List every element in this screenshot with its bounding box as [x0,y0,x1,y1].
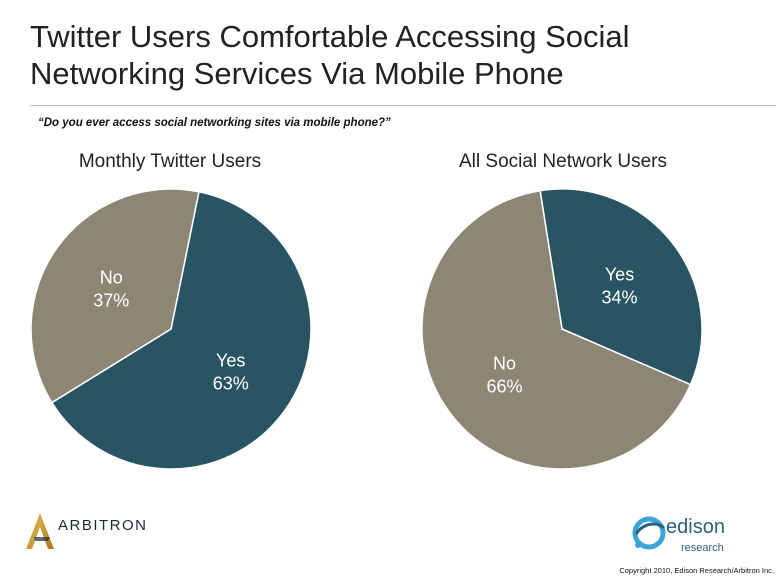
pie1-label-yes: Yes [216,351,245,371]
pie1-value-yes: 63% [213,374,249,394]
pie1-slice-yes [50,190,312,470]
pie2-value-no: 66% [486,377,522,397]
pie1-value-no: 37% [93,290,129,310]
survey-question: “Do you ever access social networking si… [38,117,391,129]
pie-title-all-social-network-users: All Social Network Users [459,151,667,172]
pie1-slice-no [30,188,200,404]
edison-research-logo-icon [632,516,666,550]
pie2-label-yes: Yes [605,264,634,284]
copyright-notice: Copyright 2010, Edison Research/Arbitron… [619,566,774,575]
pie2-slice-yes [539,188,703,386]
arbitron-logo-icon [26,513,54,549]
pie-title-monthly-twitter-users: Monthly Twitter Users [78,151,262,172]
pie2-label-no: No [493,354,516,374]
title-divider [30,105,776,106]
edison-subtitle: research [681,542,724,554]
pie2-value-yes: 34% [602,287,638,307]
arbitron-wordmark: ARBITRON [58,517,148,534]
page-title: Twitter Users Comfortable Accessing Soci… [30,19,630,91]
edison-wordmark: edison [666,516,725,538]
pie1-label-no: No [100,267,123,287]
pie2-slice-no [421,189,692,470]
